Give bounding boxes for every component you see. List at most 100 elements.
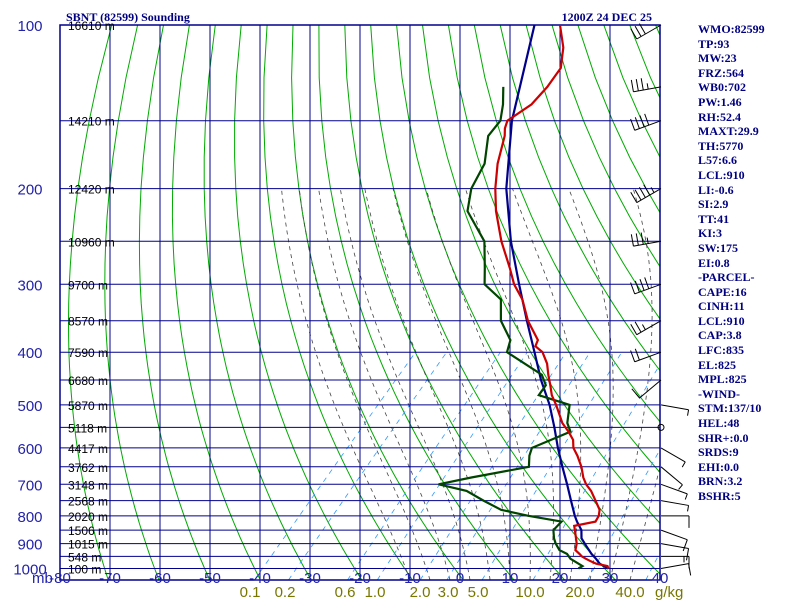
moist-adiabat-line (629, 465, 660, 580)
wind-barb (660, 500, 690, 512)
mixing-ratio-label: 40.0 (615, 584, 644, 600)
wind-barb (630, 320, 662, 336)
height-label: 8570 m (68, 315, 108, 329)
plot-frame (59, 24, 661, 581)
dry-adiabat-line (171, 25, 261, 580)
pressure-tick-label: 200 (17, 182, 42, 199)
index-row: CAP:3.8 (698, 328, 742, 343)
sounding-time: 1200Z 24 DEC 25 (562, 10, 652, 24)
height-label: 16610 m (68, 19, 115, 33)
mixing-ratio-line (347, 351, 501, 580)
moist-adiabat-line (568, 188, 614, 580)
index-row: HEL:48 (698, 416, 740, 431)
mixing-ratio-unit: g/kg (655, 584, 683, 600)
pressure-temperature-grid (59, 24, 661, 581)
index-row: LI:-0.6 (698, 182, 734, 197)
mixing-ratio-label: 10.0 (515, 584, 544, 600)
wind-barb (660, 466, 683, 490)
height-label: 3148 m (68, 478, 108, 492)
temperature-tick-label: -30 (299, 570, 321, 587)
dry-adiabat-line (551, 25, 660, 268)
mixing-ratio-label: 2.0 (410, 584, 431, 600)
dry-adiabat-line (396, 25, 660, 575)
wind-barb (630, 277, 662, 295)
height-label: 5118 m (68, 421, 107, 435)
sounding-profiles (438, 25, 610, 570)
pressure-tick-label: 600 (17, 441, 42, 458)
temperature-tick-label: 0 (456, 570, 464, 587)
wind-barb (660, 404, 690, 416)
height-label: 10960 m (68, 235, 115, 249)
index-row: WB0:702 (698, 80, 746, 95)
stability-index-panel: WMO:82599 TP:93 MW:23 FRZ:564 WB0:702 PW:1.46… (698, 22, 798, 504)
moist-adiabat-line (609, 188, 653, 580)
height-label: 548 m (68, 550, 101, 564)
temperature-tick-label: -40 (249, 570, 271, 587)
moist-adiabat-line (318, 188, 451, 580)
height-label: 1506 m (68, 524, 108, 538)
height-label: 4417 m (68, 442, 108, 456)
index-row: MPL:825 (698, 372, 747, 387)
index-row: TH:5770 (698, 138, 744, 153)
dry-adiabat-line (67, 25, 113, 580)
dry-adiabat-line (291, 25, 464, 580)
parcel-trace-line (505, 25, 609, 570)
temperature-tick-label: 40 (652, 570, 669, 587)
wind-barb (630, 184, 662, 204)
wind-barb (657, 423, 665, 431)
pressure-tick-label: 400 (17, 345, 42, 362)
height-label: 12420 m (68, 183, 115, 197)
pressure-tick-label: 300 (17, 277, 42, 294)
height-label: 5870 m (68, 399, 108, 413)
height-label: 7590 m (68, 346, 108, 360)
moist-adiabat-line (392, 188, 511, 580)
mixing-ratio-line (288, 351, 448, 580)
index-row: TP:93 (698, 36, 730, 51)
index-row: CAPE:16 (698, 284, 747, 299)
mixing-ratio-label: 1.0 (365, 584, 386, 600)
index-row: STM:137/10 (698, 401, 762, 416)
index-row: -PARCEL- (698, 270, 755, 285)
index-row: EI:0.8 (698, 255, 730, 270)
pressure-tick-label: 100 (17, 18, 42, 35)
dry-adiabat-line (104, 25, 160, 580)
index-row: SI:2.9 (698, 197, 729, 212)
temperature-tick-label: 10 (502, 570, 519, 587)
chart-title: SBNT (82599) Sounding (66, 10, 190, 24)
dry-adiabat-line (525, 25, 660, 320)
dewpoint-line (438, 86, 585, 570)
index-row: LCL:910 (698, 167, 745, 182)
adiabat-lines (67, 25, 660, 580)
pressure-unit-label: mb (32, 570, 53, 587)
mixing-ratio-label: 20.0 (565, 584, 594, 600)
index-row: L57:6.6 (698, 153, 737, 168)
wind-barb (660, 483, 688, 500)
mixing-ratio-line (419, 351, 567, 580)
dry-adiabat-line (263, 25, 413, 580)
index-row: -WIND- (698, 386, 740, 401)
temperature-line (494, 25, 610, 569)
mixing-ratio-label: 0.6 (335, 584, 356, 600)
mixing-ratio-label: 0.2 (275, 584, 296, 600)
height-label: 100 m (68, 562, 101, 576)
temperature-tick-label: -70 (99, 570, 121, 587)
dry-adiabat-line (344, 25, 565, 580)
index-row: BSHR:5 (698, 489, 741, 503)
temperature-tick-label: -10 (399, 570, 421, 587)
wind-barb (660, 529, 688, 552)
dry-adiabat-line (203, 25, 312, 580)
mixing-ratio-line (587, 449, 660, 580)
wind-barb (660, 447, 686, 468)
index-row: TT:41 (698, 211, 730, 226)
mixing-ratio-line (481, 351, 623, 580)
pressure-tick-label: 900 (17, 537, 42, 554)
mixing-ratio-line (446, 351, 591, 580)
temperature-tick-label: -60 (149, 570, 171, 587)
dry-adiabat-line (318, 25, 515, 580)
moist-adiabat-line (512, 188, 582, 580)
pressure-tick-label: 800 (17, 509, 42, 526)
moist-adiabat-line (465, 188, 554, 580)
index-row: WMO:82599 (698, 22, 765, 36)
moist-adiabat-line (364, 188, 491, 580)
